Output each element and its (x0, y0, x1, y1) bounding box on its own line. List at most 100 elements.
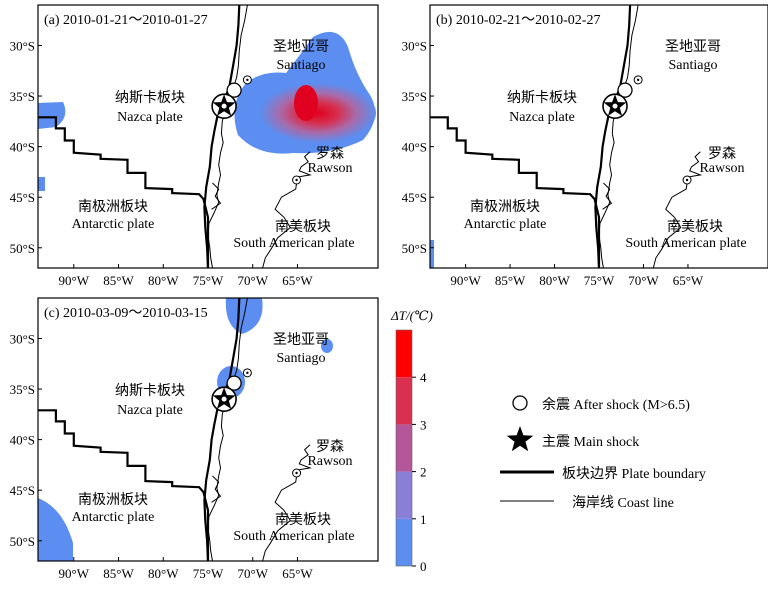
lat-tick-label: 50°S (402, 241, 427, 256)
lon-tick-label: 70°W (628, 273, 659, 288)
label-southam-en: South American plate (233, 236, 354, 251)
anomaly-peak (294, 85, 318, 121)
lon-tick-label: 80°W (539, 273, 570, 288)
legend-mainshock-label: 主震 Main shock (542, 434, 639, 450)
label-santiago-en: Santiago (669, 58, 718, 73)
label-nazca-en: Nazca plate (117, 403, 183, 418)
coast-line-fjords (211, 182, 222, 210)
coast-line-east (652, 151, 703, 268)
coast-line-east (262, 444, 312, 561)
lon-tick-label: 90°W (450, 273, 481, 288)
lat-tick-label: 30°S (10, 331, 35, 346)
lon-tick-label: 70°W (238, 273, 269, 288)
label-rawson-cn: 罗森 (316, 146, 344, 162)
lat-tick-label: 40°S (10, 433, 35, 448)
lat-tick-label: 30°S (402, 38, 427, 53)
label-rawson-en: Rawson (307, 161, 352, 176)
lat-tick-label: 35°S (10, 382, 35, 397)
plate-boundary-line (430, 116, 601, 268)
coast-line-fjords (211, 475, 222, 503)
lon-tick-label: 80°W (148, 273, 179, 288)
anomaly-patch-edge (430, 240, 434, 268)
lat-tick-label: 50°S (10, 534, 35, 549)
legend-coast-label: 海岸线 Coast line (572, 495, 674, 511)
label-southam-cn: 南美板块 (667, 219, 723, 235)
label-santiago-cn: 圣地亚哥 (273, 332, 329, 348)
plate-boundary-trench (203, 5, 241, 268)
lat-tick-label: 35°S (402, 89, 427, 104)
label-antarctic-en: Antarctic plate (464, 217, 547, 232)
label-rawson-cn: 罗森 (316, 439, 344, 455)
coast-line-west (207, 5, 248, 268)
colorbar-segment (396, 377, 412, 425)
lon-tick-label: 65°W (282, 273, 313, 288)
lon-tick-label: 65°W (282, 566, 313, 581)
lon-tick-label: 75°W (584, 273, 615, 288)
lat-tick-label: 45°S (402, 190, 427, 205)
coast-line-east (262, 151, 312, 268)
label-rawson-cn: 罗森 (708, 146, 736, 162)
colorbar-tick-label: 0 (420, 559, 427, 574)
lon-tick-label: 90°W (59, 566, 90, 581)
lon-tick-label: 90°W (59, 273, 90, 288)
colorbar-tick-label: 4 (420, 370, 427, 385)
coast-line-fjords (602, 182, 613, 210)
plate-boundary-line (38, 409, 210, 561)
label-santiago-en: Santiago (277, 58, 326, 73)
label-southam-en: South American plate (233, 529, 354, 544)
label-santiago-cn: 圣地亚哥 (665, 39, 721, 55)
legend-aftershock-label: 余震 After shock (M>6.5) (542, 396, 690, 413)
aftershock-marker (226, 375, 242, 391)
lat-tick-label: 30°S (10, 38, 35, 53)
map-panel-a: (a) 2010-01-21～2010-01-27 纳斯卡板块 Nazca plat… (10, 4, 379, 288)
map-panel-b: (b) 2010-02-21～2010-02-27 纳斯卡板块 Nazca plat… (402, 4, 768, 288)
plate-boundary-trench (203, 298, 241, 561)
label-nazca-cn: 纳斯卡板块 (115, 383, 185, 399)
legend-boundary-label: 板块边界 Plate boundary (562, 466, 706, 482)
epicenter-dot (611, 102, 619, 110)
panel-label: (b) 2010-02-21～2010-02-27 (436, 13, 600, 28)
lon-tick-label: 75°W (193, 273, 224, 288)
lon-tick-label: 80°W (148, 566, 179, 581)
lat-tick-label: 40°S (10, 140, 35, 155)
label-southam-en: South American plate (625, 236, 746, 251)
anomaly-patch-west (38, 102, 66, 129)
colorbar-segment (396, 424, 412, 472)
lon-tick-label: 85°W (103, 273, 134, 288)
label-rawson-en: Rawson (699, 161, 744, 176)
lat-tick-label: 35°S (10, 89, 35, 104)
lon-tick-label: 85°W (103, 566, 134, 581)
label-antarctic-en: Antarctic plate (72, 510, 155, 525)
legend: 余震 After shock (M>6.5) 主震 Main shock 板块边界 … (500, 395, 706, 511)
colorbar-tick-label: 2 (420, 465, 427, 480)
label-nazca-cn: 纳斯卡板块 (115, 90, 185, 106)
label-southam-cn: 南美板块 (275, 512, 331, 528)
plate-boundary-line (38, 116, 210, 268)
coast-line-west (207, 298, 248, 561)
label-antarctic-cn: 南极洲板块 (470, 199, 540, 215)
lat-tick-label: 40°S (402, 140, 427, 155)
label-santiago-cn: 圣地亚哥 (273, 39, 329, 55)
label-nazca-cn: 纳斯卡板块 (507, 90, 577, 106)
colorbar-tick-label: 3 (420, 417, 427, 432)
colorbar: ΔT/(℃) 0 1 2 3 4 (390, 308, 433, 574)
anomaly-patch-southwest (38, 498, 73, 561)
epicenter-dot (220, 395, 228, 403)
colorbar-segment (396, 518, 412, 566)
anomaly-patch-edge (38, 177, 45, 191)
label-southam-cn: 南美板块 (275, 219, 331, 235)
colorbar-segment (396, 471, 412, 519)
map-panel-c: (c) 2010-03-09～2010-03-15 纳斯卡板块 Nazca plat… (10, 297, 379, 581)
coast-line-west (598, 5, 639, 268)
aftershock-marker (226, 82, 242, 98)
lat-tick-label: 45°S (10, 483, 35, 498)
label-nazca-en: Nazca plate (509, 110, 575, 125)
colorbar-tick-label: 1 (420, 512, 427, 527)
label-santiago-en: Santiago (277, 351, 326, 366)
anomaly-patch-east (321, 339, 333, 353)
colorbar-segment (396, 330, 412, 378)
lon-tick-label: 85°W (495, 273, 526, 288)
lon-tick-label: 75°W (193, 566, 224, 581)
label-rawson-en: Rawson (307, 454, 352, 469)
label-antarctic-cn: 南极洲板块 (78, 492, 148, 508)
